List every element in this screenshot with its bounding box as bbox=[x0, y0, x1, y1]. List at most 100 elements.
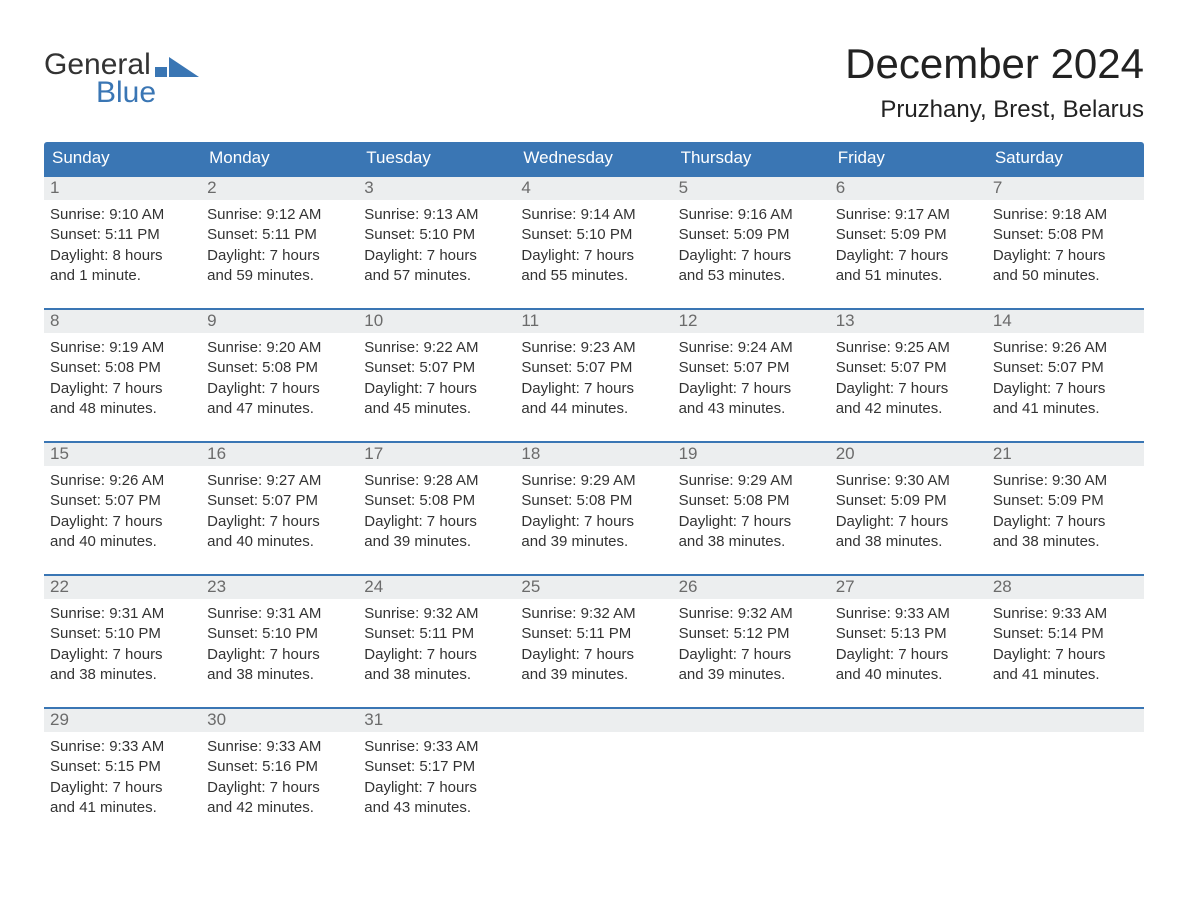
day-cell: 18Sunrise: 9:29 AMSunset: 5:08 PMDayligh… bbox=[515, 443, 672, 552]
sunset-text: Sunset: 5:07 PM bbox=[836, 358, 981, 378]
day-cell: 29Sunrise: 9:33 AMSunset: 5:15 PMDayligh… bbox=[44, 709, 201, 818]
title-block: December 2024 Pruzhany, Brest, Belarus bbox=[845, 40, 1144, 124]
sunset-text: Sunset: 5:08 PM bbox=[364, 491, 509, 511]
calendar: SundayMondayTuesdayWednesdayThursdayFrid… bbox=[44, 142, 1144, 818]
day-body: Sunrise: 9:27 AMSunset: 5:07 PMDaylight:… bbox=[201, 466, 358, 552]
day-cell: 27Sunrise: 9:33 AMSunset: 5:13 PMDayligh… bbox=[830, 576, 987, 685]
day-body: Sunrise: 9:17 AMSunset: 5:09 PMDaylight:… bbox=[830, 200, 987, 286]
day-cell: 14Sunrise: 9:26 AMSunset: 5:07 PMDayligh… bbox=[987, 310, 1144, 419]
sunset-text: Sunset: 5:08 PM bbox=[207, 358, 352, 378]
daylight-text: Daylight: 7 hours and 39 minutes. bbox=[521, 645, 666, 686]
daylight-text: Daylight: 7 hours and 55 minutes. bbox=[521, 246, 666, 287]
sunset-text: Sunset: 5:07 PM bbox=[679, 358, 824, 378]
day-body: Sunrise: 9:24 AMSunset: 5:07 PMDaylight:… bbox=[673, 333, 830, 419]
sunset-text: Sunset: 5:11 PM bbox=[50, 225, 195, 245]
sunset-text: Sunset: 5:11 PM bbox=[521, 624, 666, 644]
sunset-text: Sunset: 5:15 PM bbox=[50, 757, 195, 777]
sunset-text: Sunset: 5:09 PM bbox=[836, 225, 981, 245]
day-number: 7 bbox=[987, 177, 1144, 200]
sunrise-text: Sunrise: 9:27 AM bbox=[207, 471, 352, 491]
daylight-text: Daylight: 7 hours and 40 minutes. bbox=[50, 512, 195, 553]
daylight-text: Daylight: 7 hours and 50 minutes. bbox=[993, 246, 1138, 287]
day-body: Sunrise: 9:32 AMSunset: 5:11 PMDaylight:… bbox=[358, 599, 515, 685]
dow-tuesday: Tuesday bbox=[358, 142, 515, 175]
sunrise-text: Sunrise: 9:33 AM bbox=[364, 737, 509, 757]
dow-saturday: Saturday bbox=[987, 142, 1144, 175]
page-header: General Blue December 2024 Pruzhany, Bre… bbox=[44, 40, 1144, 124]
sunrise-text: Sunrise: 9:33 AM bbox=[836, 604, 981, 624]
daylight-text: Daylight: 7 hours and 38 minutes. bbox=[836, 512, 981, 553]
day-cell: 6Sunrise: 9:17 AMSunset: 5:09 PMDaylight… bbox=[830, 177, 987, 286]
day-cell: 13Sunrise: 9:25 AMSunset: 5:07 PMDayligh… bbox=[830, 310, 987, 419]
day-number: 17 bbox=[358, 443, 515, 466]
day-number: 11 bbox=[515, 310, 672, 333]
sunset-text: Sunset: 5:12 PM bbox=[679, 624, 824, 644]
sunrise-text: Sunrise: 9:12 AM bbox=[207, 205, 352, 225]
sunrise-text: Sunrise: 9:33 AM bbox=[993, 604, 1138, 624]
daylight-text: Daylight: 7 hours and 38 minutes. bbox=[679, 512, 824, 553]
logo-text-2: Blue bbox=[96, 78, 199, 108]
day-cell: 25Sunrise: 9:32 AMSunset: 5:11 PMDayligh… bbox=[515, 576, 672, 685]
sunrise-text: Sunrise: 9:19 AM bbox=[50, 338, 195, 358]
daylight-text: Daylight: 7 hours and 51 minutes. bbox=[836, 246, 981, 287]
day-number: 2 bbox=[201, 177, 358, 200]
day-number: 3 bbox=[358, 177, 515, 200]
day-body: Sunrise: 9:29 AMSunset: 5:08 PMDaylight:… bbox=[673, 466, 830, 552]
day-body: Sunrise: 9:33 AMSunset: 5:15 PMDaylight:… bbox=[44, 732, 201, 818]
sunrise-text: Sunrise: 9:29 AM bbox=[521, 471, 666, 491]
day-number: 16 bbox=[201, 443, 358, 466]
day-cell: 2Sunrise: 9:12 AMSunset: 5:11 PMDaylight… bbox=[201, 177, 358, 286]
sunset-text: Sunset: 5:07 PM bbox=[207, 491, 352, 511]
week-row: 22Sunrise: 9:31 AMSunset: 5:10 PMDayligh… bbox=[44, 574, 1144, 685]
sunset-text: Sunset: 5:09 PM bbox=[993, 491, 1138, 511]
sunrise-text: Sunrise: 9:24 AM bbox=[679, 338, 824, 358]
daylight-text: Daylight: 8 hours and 1 minute. bbox=[50, 246, 195, 287]
day-body: Sunrise: 9:12 AMSunset: 5:11 PMDaylight:… bbox=[201, 200, 358, 286]
daylight-text: Daylight: 7 hours and 40 minutes. bbox=[207, 512, 352, 553]
day-body: Sunrise: 9:31 AMSunset: 5:10 PMDaylight:… bbox=[44, 599, 201, 685]
sunset-text: Sunset: 5:08 PM bbox=[993, 225, 1138, 245]
day-number: 5 bbox=[673, 177, 830, 200]
day-number: . bbox=[515, 709, 672, 732]
sunrise-text: Sunrise: 9:31 AM bbox=[50, 604, 195, 624]
sunset-text: Sunset: 5:14 PM bbox=[993, 624, 1138, 644]
dow-monday: Monday bbox=[201, 142, 358, 175]
day-cell: 24Sunrise: 9:32 AMSunset: 5:11 PMDayligh… bbox=[358, 576, 515, 685]
day-number: 14 bbox=[987, 310, 1144, 333]
sunset-text: Sunset: 5:08 PM bbox=[521, 491, 666, 511]
sunrise-text: Sunrise: 9:14 AM bbox=[521, 205, 666, 225]
day-number: 12 bbox=[673, 310, 830, 333]
day-cell: 31Sunrise: 9:33 AMSunset: 5:17 PMDayligh… bbox=[358, 709, 515, 818]
daylight-text: Daylight: 7 hours and 39 minutes. bbox=[679, 645, 824, 686]
day-body: Sunrise: 9:31 AMSunset: 5:10 PMDaylight:… bbox=[201, 599, 358, 685]
day-body: Sunrise: 9:14 AMSunset: 5:10 PMDaylight:… bbox=[515, 200, 672, 286]
daylight-text: Daylight: 7 hours and 42 minutes. bbox=[207, 778, 352, 819]
day-number: 13 bbox=[830, 310, 987, 333]
day-number: 9 bbox=[201, 310, 358, 333]
sunrise-text: Sunrise: 9:31 AM bbox=[207, 604, 352, 624]
day-body: Sunrise: 9:18 AMSunset: 5:08 PMDaylight:… bbox=[987, 200, 1144, 286]
sunrise-text: Sunrise: 9:22 AM bbox=[364, 338, 509, 358]
day-cell: . bbox=[987, 709, 1144, 818]
sunset-text: Sunset: 5:09 PM bbox=[836, 491, 981, 511]
daylight-text: Daylight: 7 hours and 59 minutes. bbox=[207, 246, 352, 287]
logo-mark-icon bbox=[155, 57, 199, 77]
daylight-text: Daylight: 7 hours and 57 minutes. bbox=[364, 246, 509, 287]
sunrise-text: Sunrise: 9:16 AM bbox=[679, 205, 824, 225]
sunrise-text: Sunrise: 9:28 AM bbox=[364, 471, 509, 491]
day-body: Sunrise: 9:33 AMSunset: 5:17 PMDaylight:… bbox=[358, 732, 515, 818]
day-number: 29 bbox=[44, 709, 201, 732]
day-cell: 23Sunrise: 9:31 AMSunset: 5:10 PMDayligh… bbox=[201, 576, 358, 685]
day-number: 24 bbox=[358, 576, 515, 599]
day-cell: 11Sunrise: 9:23 AMSunset: 5:07 PMDayligh… bbox=[515, 310, 672, 419]
dow-friday: Friday bbox=[830, 142, 987, 175]
sunset-text: Sunset: 5:13 PM bbox=[836, 624, 981, 644]
day-body: Sunrise: 9:33 AMSunset: 5:14 PMDaylight:… bbox=[987, 599, 1144, 685]
dow-thursday: Thursday bbox=[673, 142, 830, 175]
sunrise-text: Sunrise: 9:33 AM bbox=[207, 737, 352, 757]
day-number: 21 bbox=[987, 443, 1144, 466]
sunset-text: Sunset: 5:07 PM bbox=[993, 358, 1138, 378]
page-title: December 2024 bbox=[845, 40, 1144, 88]
daylight-text: Daylight: 7 hours and 41 minutes. bbox=[50, 778, 195, 819]
daylight-text: Daylight: 7 hours and 43 minutes. bbox=[364, 778, 509, 819]
